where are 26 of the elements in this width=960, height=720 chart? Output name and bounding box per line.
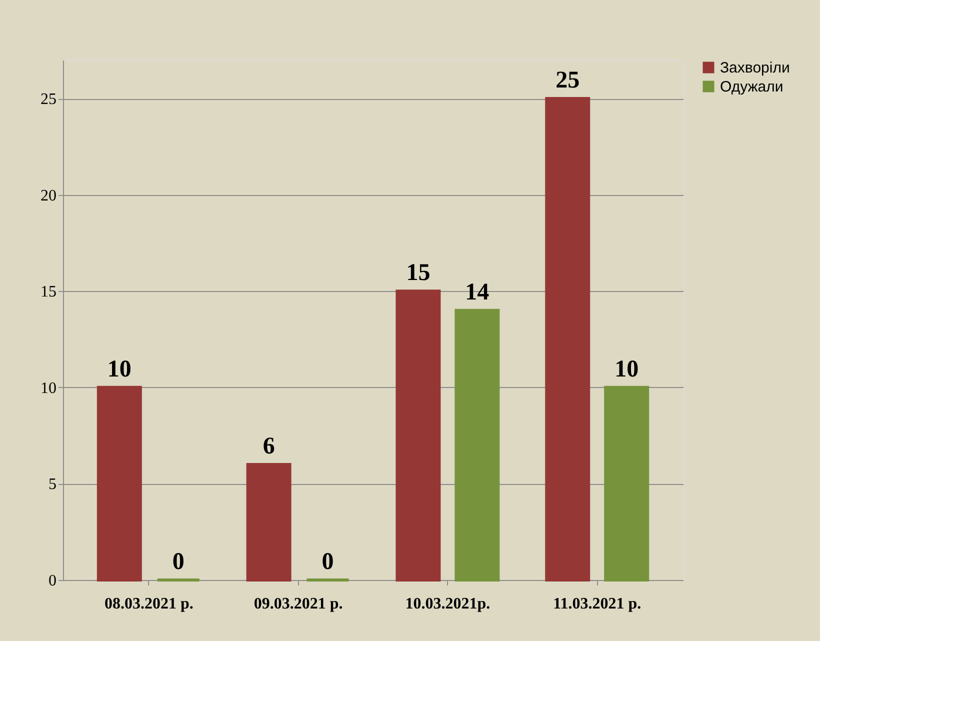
legend-label: Захворіли: [720, 60, 790, 76]
data-label: 10: [107, 356, 132, 382]
y-tick-label: 25: [40, 91, 56, 108]
y-tick-label: 0: [48, 572, 56, 590]
data-label: 10: [614, 356, 639, 382]
data-label: 0: [172, 549, 184, 575]
y-tick-label: 10: [40, 380, 56, 397]
x-tick-label: 09.03.2021 р.: [254, 596, 343, 612]
y-tick-label: 20: [40, 187, 56, 204]
data-label: 14: [465, 279, 490, 306]
bar: [454, 308, 500, 582]
bar: [396, 290, 441, 582]
data-label: 15: [406, 260, 430, 286]
bar: [545, 97, 590, 582]
x-tick-label: 10.03.2021р.: [405, 596, 490, 612]
bar: [96, 386, 142, 582]
bar: [246, 462, 292, 582]
data-label: 0: [322, 549, 334, 575]
legend-label: Одужали: [720, 78, 784, 96]
data-label: 25: [556, 68, 580, 94]
x-tick-label: 08.03.2021 р.: [104, 596, 194, 612]
bar: [604, 386, 650, 582]
data-label: 6: [262, 433, 275, 460]
y-tick-label: 15: [40, 284, 56, 301]
y-tick-label: 5: [48, 476, 56, 494]
x-tick-label: 11.03.2021 р.: [553, 596, 642, 612]
